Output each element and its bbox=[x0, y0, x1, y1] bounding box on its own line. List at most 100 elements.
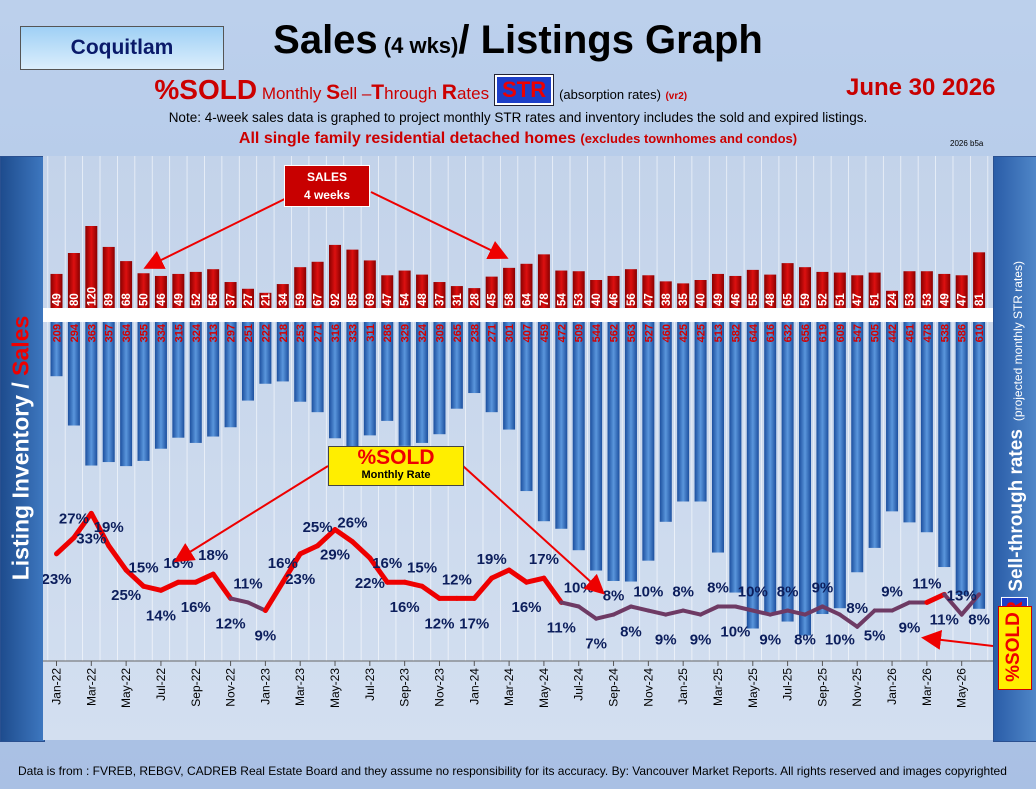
str-segment bbox=[959, 592, 982, 617]
sales-value-label: 53 bbox=[904, 293, 916, 306]
listing-value-label: 610 bbox=[974, 324, 986, 342]
str-value-label: 9% bbox=[759, 632, 781, 649]
sales-arrow-left bbox=[143, 188, 306, 269]
listing-bar bbox=[973, 322, 986, 609]
sales-bar bbox=[120, 261, 133, 308]
sold-callout-line2: Monthly Rate bbox=[361, 469, 431, 481]
absorption-text: (absorption rates) bbox=[559, 87, 661, 102]
callout-arrows bbox=[143, 188, 993, 650]
x-tick-label: Mar-24 bbox=[502, 668, 516, 706]
sales-bar bbox=[590, 280, 603, 308]
sales-value-label: 58 bbox=[504, 293, 516, 306]
x-axis-ticks: Jan-22 Mar-22 May-22 Jul-22 Sep-22 Nov-22 Jan-… bbox=[50, 661, 969, 708]
sales-bar bbox=[294, 267, 307, 308]
str-line bbox=[54, 510, 982, 629]
listing-bar bbox=[85, 322, 98, 466]
sold-arrow-left bbox=[173, 465, 329, 563]
x-tick-label: Nov-23 bbox=[432, 668, 446, 707]
sales-bar bbox=[468, 288, 481, 308]
str-value-label: 19% bbox=[477, 551, 507, 568]
str-value-label: 11% bbox=[233, 575, 262, 592]
sales-bar bbox=[572, 271, 585, 308]
sales-value-label: 59 bbox=[295, 293, 307, 306]
listing-bar bbox=[781, 322, 794, 622]
sales-bar bbox=[886, 290, 899, 308]
listing-bar bbox=[503, 322, 516, 430]
str-segment bbox=[698, 604, 720, 617]
str-segment bbox=[158, 579, 181, 593]
sales-bar bbox=[67, 253, 80, 308]
x-tick-label: Jan-25 bbox=[676, 668, 690, 705]
sold-side-box bbox=[998, 606, 1032, 690]
sales-bar bbox=[677, 283, 690, 308]
x-tick-label: May-26 bbox=[955, 668, 969, 708]
listing-bar bbox=[311, 322, 324, 413]
listing-bar bbox=[746, 322, 759, 629]
x-tick-label: Mar-23 bbox=[293, 668, 307, 706]
str-value-label: 8% bbox=[794, 632, 816, 649]
sales-bar bbox=[938, 273, 951, 308]
chart-title: Sales (4 wks)/ Listings Graph bbox=[0, 18, 1036, 63]
str-segment bbox=[594, 612, 616, 621]
str-segment bbox=[471, 575, 495, 601]
listing-bar bbox=[886, 322, 899, 512]
sales-bar bbox=[433, 282, 446, 308]
str-segment bbox=[541, 575, 564, 605]
str-badge: STR bbox=[494, 74, 555, 106]
sales-value-label: 47 bbox=[957, 293, 969, 306]
sales-value-label: 47 bbox=[852, 293, 864, 306]
str-value-label: 10% bbox=[720, 624, 750, 641]
listing-bar bbox=[799, 322, 812, 636]
listing-value-label: 459 bbox=[539, 324, 551, 342]
sales-bar bbox=[363, 260, 376, 308]
listing-value-label: 407 bbox=[522, 324, 534, 342]
listing-bar bbox=[450, 322, 463, 409]
sales-bar bbox=[241, 288, 254, 308]
gridlines bbox=[43, 156, 993, 662]
str-segment bbox=[71, 510, 94, 541]
listing-bar bbox=[572, 322, 585, 551]
str-value-label: 10% bbox=[825, 632, 855, 649]
sold-side-label: %SOLD bbox=[1003, 612, 1024, 682]
str-segment bbox=[663, 608, 686, 617]
str-segment bbox=[611, 604, 633, 617]
sales-bar bbox=[955, 275, 968, 308]
str-value-label: 25% bbox=[303, 519, 333, 536]
listing-value-label: 309 bbox=[434, 324, 446, 342]
listing-bar bbox=[416, 322, 429, 443]
str-value-label: 8% bbox=[707, 580, 729, 597]
str-value-label: 13% bbox=[947, 588, 977, 605]
listing-value-label: 478 bbox=[922, 324, 934, 342]
scope-main: All single family residential detached h… bbox=[238, 130, 576, 147]
sales-bar bbox=[416, 274, 429, 308]
sales-value-label: 31 bbox=[452, 293, 464, 306]
listing-bar bbox=[67, 322, 80, 426]
listing-value-label: 442 bbox=[887, 324, 899, 342]
sales-bar bbox=[259, 292, 272, 308]
subtitle: %SOLD Monthly Sell –Through Rates STR (abs… bbox=[0, 74, 1036, 106]
subtitle-S: S bbox=[326, 81, 341, 104]
listing-value-label: 297 bbox=[226, 324, 238, 342]
sales-bar bbox=[520, 263, 533, 308]
listing-value-label: 324 bbox=[417, 323, 429, 342]
str-value-label: 25% bbox=[111, 587, 141, 604]
str-segment bbox=[88, 510, 112, 549]
sales-bars bbox=[50, 226, 986, 308]
sales-value-label: 37 bbox=[434, 293, 446, 306]
sales-bar bbox=[816, 271, 829, 308]
sales-value-label: 92 bbox=[330, 293, 342, 306]
listing-bar bbox=[363, 322, 376, 436]
sales-value-label: 85 bbox=[347, 293, 359, 306]
sales-bar bbox=[711, 273, 724, 308]
sales-value-label: 120 bbox=[86, 287, 98, 306]
str-segment bbox=[280, 551, 303, 585]
x-tick-label: Nov-24 bbox=[641, 668, 655, 707]
sales-value-label: 21 bbox=[260, 293, 272, 306]
sales-value-label: 81 bbox=[974, 293, 986, 306]
subtitle-hrough: hrough bbox=[384, 84, 442, 103]
str-value-label: 17% bbox=[529, 551, 559, 568]
x-tick-label: Sep-25 bbox=[815, 668, 829, 707]
sales-bar bbox=[746, 269, 759, 308]
sales-bar bbox=[276, 284, 289, 308]
sales-bar bbox=[311, 261, 324, 308]
